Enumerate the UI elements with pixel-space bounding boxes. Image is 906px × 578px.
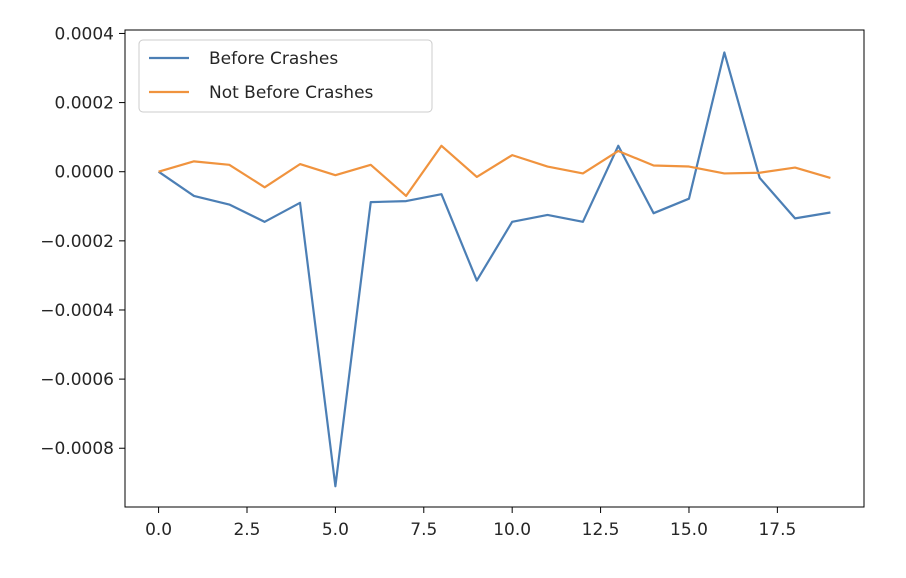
series-line-before-crashes — [157, 51, 831, 488]
plot-frame — [124, 29, 865, 508]
y-tick-label: 0.0004 — [55, 24, 114, 44]
x-tick-label: 10.0 — [493, 520, 531, 540]
y-tick-label: −0.0002 — [40, 232, 114, 252]
y-tick-label: −0.0006 — [40, 370, 114, 390]
legend-label: Not Before Crashes — [209, 83, 374, 103]
y-tick-label: 0.0000 — [55, 163, 114, 183]
x-tick-label: 15.0 — [670, 520, 708, 540]
y-tick-label: −0.0008 — [40, 439, 114, 459]
x-tick-label: 12.5 — [582, 520, 620, 540]
x-tick-label: 17.5 — [758, 520, 796, 540]
x-tick-label: 2.5 — [233, 520, 260, 540]
x-tick-label: 5.0 — [322, 520, 349, 540]
series-lines — [157, 51, 831, 488]
legend-box — [138, 39, 433, 113]
x-tick-label: 0.0 — [145, 520, 172, 540]
y-axis: 0.0004 0.0002 0.0000 −0.0002 −0.0004 −0.0006 −… — [40, 24, 125, 459]
y-tick-label: −0.0004 — [40, 301, 114, 321]
legend: Before Crashes Not Before Crashes — [138, 39, 433, 113]
series-line-not-before-crashes — [158, 144, 831, 198]
x-tick-label: 7.5 — [410, 520, 437, 540]
x-axis: 0.0 2.5 5.0 7.5 10.0 12.5 15.0 17.5 — [145, 507, 796, 540]
legend-label: Before Crashes — [209, 49, 338, 69]
y-tick-label: 0.0002 — [55, 94, 114, 114]
